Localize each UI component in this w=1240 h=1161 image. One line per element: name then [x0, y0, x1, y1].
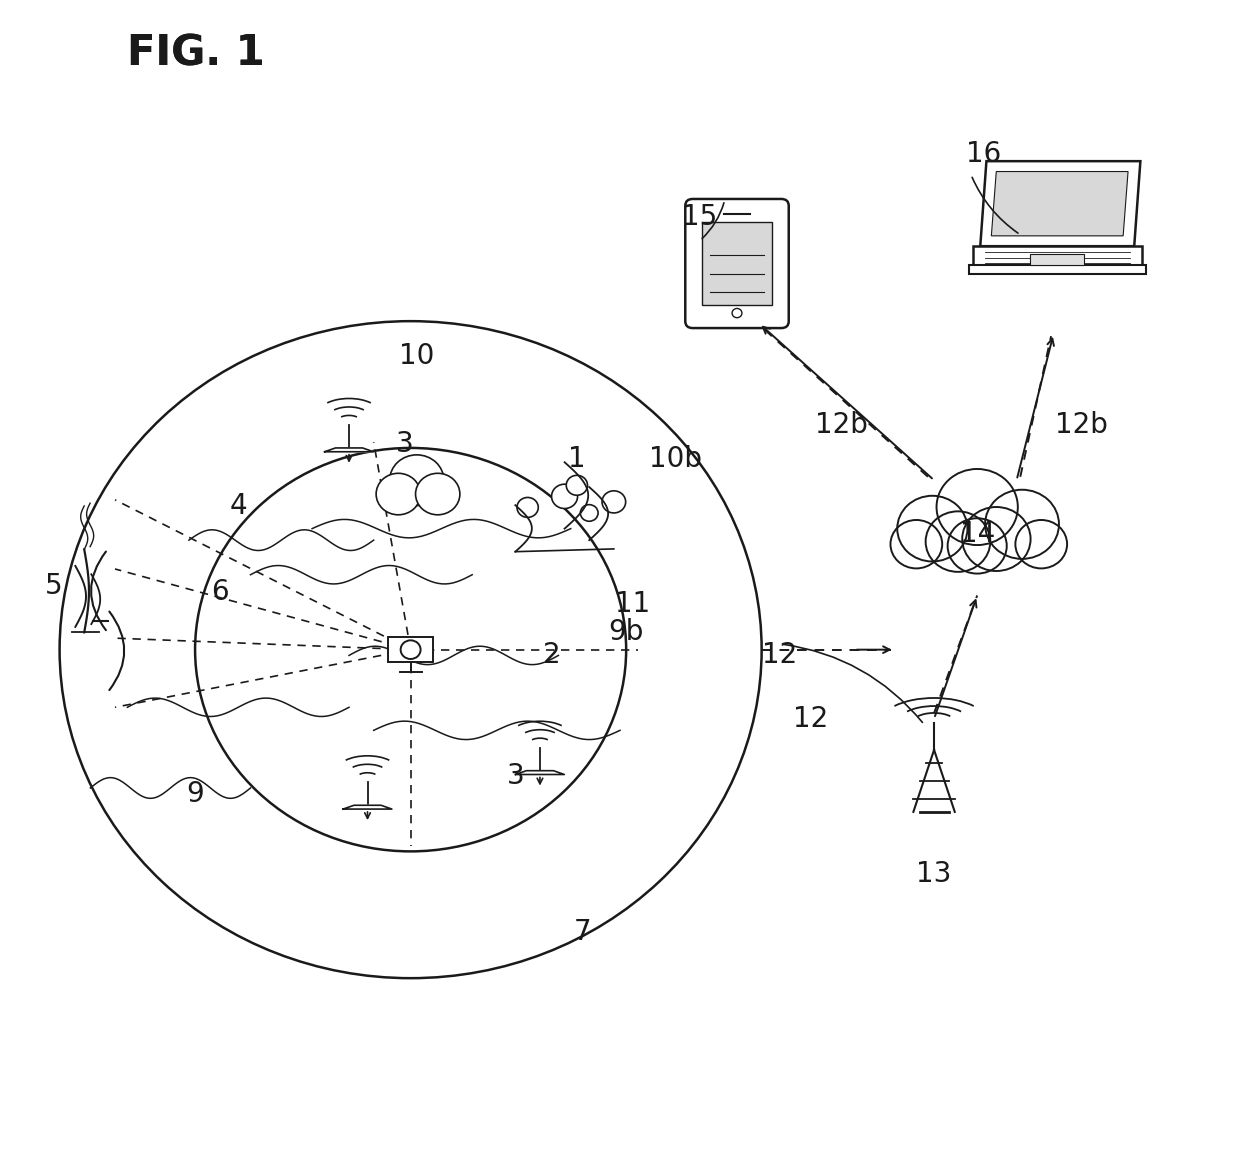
- Circle shape: [985, 490, 1059, 558]
- Polygon shape: [343, 806, 392, 809]
- Circle shape: [601, 491, 626, 513]
- Text: FIG. 1: FIG. 1: [128, 33, 265, 75]
- FancyBboxPatch shape: [968, 265, 1146, 274]
- Text: 9b: 9b: [609, 619, 644, 647]
- Text: 2: 2: [543, 641, 560, 670]
- Text: 12b: 12b: [815, 411, 868, 439]
- Circle shape: [517, 497, 538, 518]
- Text: 7: 7: [574, 918, 591, 946]
- Polygon shape: [325, 448, 373, 452]
- Circle shape: [925, 511, 991, 572]
- Text: 10: 10: [399, 341, 434, 369]
- Circle shape: [962, 507, 1030, 571]
- Circle shape: [389, 455, 444, 505]
- Circle shape: [567, 475, 588, 496]
- Circle shape: [890, 520, 942, 569]
- Text: 15: 15: [682, 203, 718, 231]
- Text: 13: 13: [916, 860, 952, 888]
- Text: 5: 5: [45, 572, 62, 600]
- Polygon shape: [981, 161, 1141, 246]
- Circle shape: [552, 484, 578, 509]
- Text: 12: 12: [763, 641, 797, 670]
- Circle shape: [1016, 520, 1068, 569]
- Text: 12: 12: [794, 705, 828, 733]
- Text: FIG. 1: FIG. 1: [128, 33, 265, 75]
- Circle shape: [580, 505, 598, 521]
- FancyBboxPatch shape: [686, 199, 789, 329]
- FancyBboxPatch shape: [972, 246, 1142, 267]
- Polygon shape: [516, 771, 564, 774]
- Polygon shape: [991, 172, 1128, 236]
- Circle shape: [947, 518, 1007, 574]
- Circle shape: [732, 309, 742, 318]
- Circle shape: [415, 474, 460, 514]
- Text: 14: 14: [960, 520, 994, 548]
- Text: 11: 11: [615, 590, 650, 618]
- Circle shape: [401, 641, 420, 659]
- Circle shape: [376, 474, 420, 514]
- Circle shape: [898, 496, 967, 562]
- Text: 3: 3: [506, 763, 525, 791]
- Text: 10b: 10b: [649, 446, 702, 474]
- Text: 3: 3: [396, 431, 413, 459]
- Text: 1: 1: [568, 446, 585, 474]
- Circle shape: [936, 469, 1018, 545]
- FancyBboxPatch shape: [1030, 253, 1084, 265]
- Text: 6: 6: [211, 578, 228, 606]
- Text: 9: 9: [186, 780, 203, 808]
- FancyBboxPatch shape: [388, 637, 433, 662]
- Text: 16: 16: [966, 140, 1001, 168]
- Text: 12b: 12b: [1055, 411, 1109, 439]
- Text: 4: 4: [229, 491, 247, 520]
- FancyBboxPatch shape: [702, 222, 771, 305]
